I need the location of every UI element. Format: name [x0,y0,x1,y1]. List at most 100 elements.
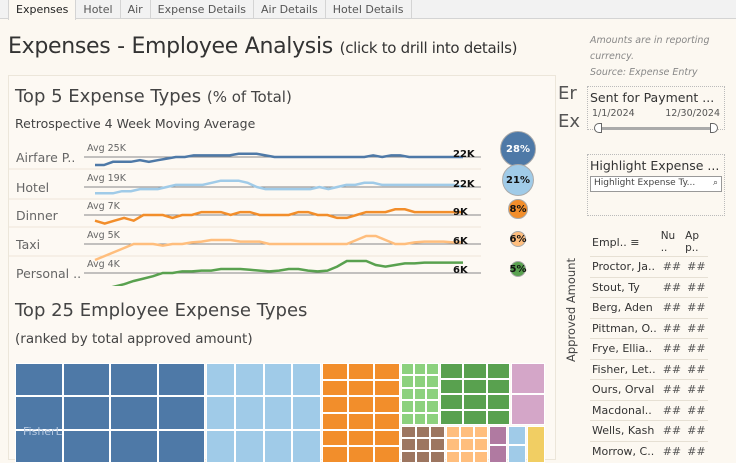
treemap-cell[interactable] [264,396,293,429]
treemap-cell[interactable] [15,363,63,396]
highlight-search-input[interactable]: Highlight Expense Ty...⌕ [590,176,722,192]
treemap-cell[interactable] [414,413,427,425]
treemap-cell[interactable] [292,430,321,463]
treemap-cell[interactable] [511,363,545,394]
pct-bubble[interactable]: 28% [500,131,536,167]
treemap-cell[interactable] [426,388,439,400]
treemap-cell[interactable] [487,410,510,426]
table-row[interactable]: Morrow, C..#### [590,441,708,462]
table-row[interactable]: Proctor, Ja..#### [590,257,708,278]
treemap-cell[interactable] [401,388,414,400]
table-row[interactable]: Fisher, Let..#### [590,359,708,380]
treemap-cell[interactable] [264,363,293,396]
sort-icon[interactable]: ≡ [630,236,639,249]
treemap-cell[interactable] [401,426,416,438]
treemap-cell[interactable] [463,379,486,395]
col-employee[interactable]: Empl.. ≡ [590,228,659,257]
treemap-cell[interactable] [235,363,264,396]
treemap-cell[interactable] [348,380,374,397]
treemap-cell[interactable] [487,379,510,395]
table-row[interactable]: Frye, Ellia..#### [590,339,708,360]
treemap-cell[interactable] [110,430,158,463]
treemap-cell[interactable] [489,426,507,445]
treemap-cell[interactable] [63,430,111,463]
slider-handle-start[interactable] [594,123,602,133]
treemap-cell[interactable] [463,410,486,426]
table-row[interactable]: Berg, Aden#### [590,298,708,319]
treemap-cell[interactable] [440,363,463,379]
treemap-cell[interactable] [426,400,439,412]
treemap-cell[interactable] [463,363,486,379]
treemap-cell[interactable] [414,400,427,412]
treemap-cell[interactable] [446,426,460,438]
treemap-cell[interactable] [440,394,463,410]
treemap-cell[interactable] [374,413,400,430]
treemap-cell[interactable] [430,426,445,438]
treemap-cell[interactable] [292,396,321,429]
treemap-cell[interactable] [446,438,460,450]
treemap-cell[interactable] [508,426,526,445]
treemap-cell[interactable] [374,430,400,447]
treemap-cell[interactable] [430,438,445,450]
treemap-cell[interactable] [440,410,463,426]
treemap-cell[interactable] [416,426,431,438]
treemap-cell[interactable] [110,396,158,429]
treemap-cell[interactable] [463,394,486,410]
treemap-cell[interactable] [401,363,414,375]
treemap-cell[interactable] [474,426,488,438]
treemap-cell[interactable] [322,396,348,413]
treemap-cell[interactable] [414,388,427,400]
treemap-cell[interactable] [374,396,400,413]
treemap-cell[interactable] [401,375,414,387]
treemap-cell[interactable] [322,363,348,380]
treemap-cell[interactable] [426,363,439,375]
treemap-cell[interactable] [264,430,293,463]
treemap-cell[interactable] [348,363,374,380]
tab-expense-details[interactable]: Expense Details [151,0,254,19]
date-range-slider[interactable] [594,123,718,133]
treemap-cell[interactable] [460,438,474,450]
treemap-cell[interactable] [292,363,321,396]
treemap-cell[interactable] [322,380,348,397]
treemap-cell[interactable] [348,430,374,447]
table-row[interactable]: Pittman, O..#### [590,318,708,339]
treemap-cell[interactable] [426,375,439,387]
treemap-cell[interactable] [206,430,235,463]
treemap-cell[interactable] [206,363,235,396]
treemap-cell[interactable] [374,363,400,380]
treemap-cell[interactable] [460,451,474,463]
tab-hotel-details[interactable]: Hotel Details [326,0,412,19]
treemap-cell[interactable] [511,394,545,425]
treemap-cell[interactable] [63,363,111,396]
treemap-cell[interactable] [474,438,488,450]
treemap-cell[interactable] [401,413,414,425]
treemap-cell[interactable] [416,438,431,450]
treemap-cell[interactable] [322,430,348,447]
treemap-cell[interactable] [158,396,206,429]
treemap-cell[interactable] [348,413,374,430]
pct-bubble[interactable]: 5% [510,261,526,277]
col-number[interactable]: Nu .. [659,228,683,257]
treemap-cell[interactable] [426,413,439,425]
treemap-cell[interactable] [63,396,111,429]
treemap-cell[interactable] [414,363,427,375]
treemap-cell[interactable] [487,394,510,410]
tab-hotel[interactable]: Hotel [76,0,120,19]
treemap-cell[interactable] [401,400,414,412]
pct-bubble[interactable]: 8% [508,199,528,219]
tab-air[interactable]: Air [121,0,151,19]
pct-bubble[interactable]: 21% [502,164,534,196]
treemap-cell[interactable] [374,446,400,463]
treemap-cell[interactable] [414,375,427,387]
treemap-cell[interactable] [348,396,374,413]
treemap-cell[interactable] [322,413,348,430]
treemap-cell[interactable] [322,446,348,463]
col-approved[interactable]: Ap p.. [683,228,707,257]
table-row[interactable]: Wells, Kash#### [590,421,708,442]
treemap-cell[interactable] [460,426,474,438]
treemap-cell[interactable] [416,451,431,463]
treemap-cell[interactable] [474,451,488,463]
pct-bubble[interactable]: 6% [510,231,526,247]
treemap-cell[interactable] [401,438,416,450]
table-row[interactable]: Macdonal..#### [590,400,708,421]
